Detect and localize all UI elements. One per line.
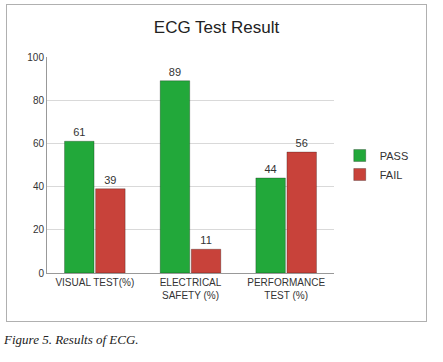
svg-text:ELECTRICALSAFETY (%): ELECTRICALSAFETY (%) <box>160 277 222 301</box>
html-text:Figure 5. Results of ECG.: Figure 5. Results of ECG. <box>4 332 139 347</box>
svg-text:80: 80 <box>33 95 45 106</box>
svg-text:89: 89 <box>169 66 181 78</box>
svg-text:VISUAL TEST(%): VISUAL TEST(%) <box>55 277 134 288</box>
svg-text:0: 0 <box>38 268 44 279</box>
svg-text:FAIL: FAIL <box>380 169 403 181</box>
svg-text:60: 60 <box>33 138 45 149</box>
svg-text:PASS: PASS <box>380 150 409 162</box>
svg-text:39: 39 <box>104 174 116 186</box>
svg-text:ECG Test Result: ECG Test Result <box>154 18 280 37</box>
svg-text:11: 11 <box>200 234 211 246</box>
svg-text:20: 20 <box>33 224 45 235</box>
svg-text:44: 44 <box>264 163 276 175</box>
svg-text:40: 40 <box>33 181 45 192</box>
svg-text:56: 56 <box>296 137 308 149</box>
svg-text:61: 61 <box>73 126 85 138</box>
svg-text:100: 100 <box>27 52 44 63</box>
svg-text:PERFORMANCETEST (%): PERFORMANCETEST (%) <box>247 277 325 301</box>
